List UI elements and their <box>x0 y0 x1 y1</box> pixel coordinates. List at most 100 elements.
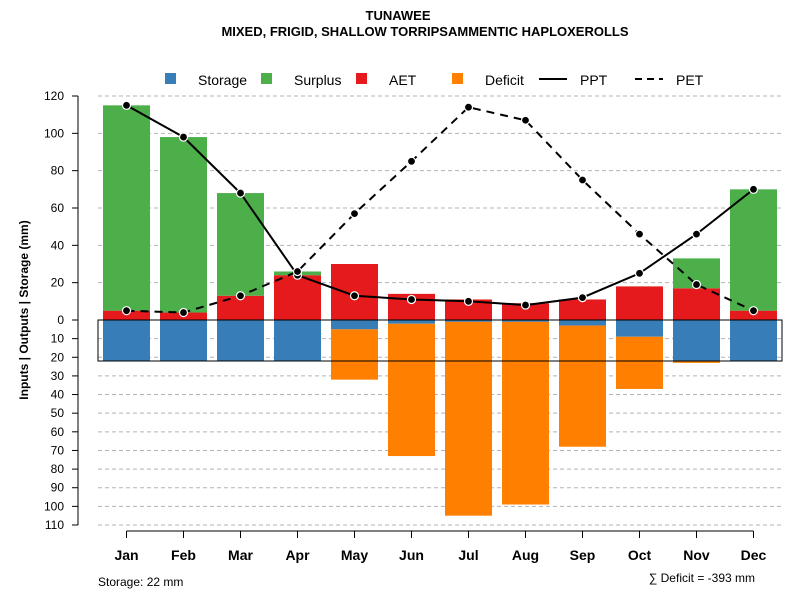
y-tick-label: 70 <box>51 443 65 457</box>
chart-subtitle: MIXED, FRIGID, SHALLOW TORRIPSAMMENTIC H… <box>221 24 628 39</box>
y-tick-label: 110 <box>45 518 64 532</box>
x-tick-label-oct: Oct <box>628 547 652 563</box>
bar-storage-dec <box>730 320 777 361</box>
axes: 0 20 40 60 80 100 120 10 20 30 40 50 60 70 80 90 100 110 J… <box>44 89 767 563</box>
x-tick-label-apr: Apr <box>285 547 310 563</box>
deficit-note: ∑ Deficit = -393 mm <box>649 571 755 585</box>
point-ppt-dec <box>748 184 759 194</box>
legend-swatch-aet <box>356 73 367 84</box>
x-tick-label-dec: Dec <box>741 547 767 563</box>
bar-deficit-may <box>331 329 378 380</box>
bar-storage-nov <box>673 320 720 361</box>
legend: Storage Surplus AET Deficit PPT PET <box>165 72 704 88</box>
x-tick-label-aug: Aug <box>512 547 539 563</box>
bar-storage-jun <box>388 320 435 324</box>
series-lines <box>121 100 759 318</box>
bar-aet-oct <box>616 286 663 320</box>
point-ppt-oct <box>634 268 645 278</box>
x-tick-label-sep: Sep <box>570 547 596 563</box>
bar-storage-apr <box>274 320 321 361</box>
y-tick-label: 100 <box>44 126 64 140</box>
bar-deficit-sep <box>559 325 606 447</box>
x-tick-label-nov: Nov <box>683 547 710 563</box>
storage-capacity-box <box>97 319 783 362</box>
y-tick-label: 100 <box>44 499 64 513</box>
point-ppt-nov <box>691 229 702 239</box>
x-tick-label-jun: Jun <box>399 547 424 563</box>
point-pet-mar <box>235 291 246 301</box>
x-tick-label-may: May <box>341 547 368 563</box>
bar-aet-apr <box>274 275 321 320</box>
bar-storage-may <box>331 320 378 330</box>
y-tick-label: 90 <box>51 481 65 495</box>
x-tick-label-mar: Mar <box>228 547 253 563</box>
legend-swatch-storage <box>165 73 176 84</box>
y-tick-label: 20 <box>51 276 65 290</box>
bar-deficit-jun <box>388 323 435 457</box>
bars <box>97 105 783 516</box>
bar-deficit-jul <box>445 321 492 516</box>
point-ppt-mar <box>235 188 246 198</box>
bar-storage-oct <box>616 320 663 337</box>
bar-deficit-nov <box>673 361 720 363</box>
y-tick-label: 40 <box>51 238 65 252</box>
point-ppt-sep <box>577 293 588 303</box>
x-tick-label-feb: Feb <box>171 547 196 563</box>
y-tick-label: 120 <box>44 89 64 103</box>
y-tick-label: 60 <box>51 201 65 215</box>
point-pet-jan <box>121 306 132 316</box>
y-tick-label: 0 <box>57 313 64 327</box>
y-tick-label: 80 <box>51 462 65 476</box>
point-pet-apr <box>292 266 303 277</box>
chart-title: TUNAWEE <box>366 8 431 23</box>
y-tick-label: 50 <box>51 406 65 420</box>
legend-label-surplus: Surplus <box>294 72 341 88</box>
y-tick-label: 10 <box>51 332 65 346</box>
x-tick-label-jan: Jan <box>114 547 138 563</box>
bar-aet-sep <box>559 299 606 320</box>
point-pet-feb <box>178 307 189 318</box>
bar-aet-jan <box>103 310 150 320</box>
storage-note: Storage: 22 mm <box>98 575 183 589</box>
x-tick-label-jul: Jul <box>458 547 478 563</box>
point-ppt-may <box>349 291 360 301</box>
y-tick-label: 40 <box>51 388 65 402</box>
bar-aet-nov <box>673 288 720 320</box>
point-pet-oct <box>634 229 645 239</box>
legend-swatch-surplus <box>261 73 272 84</box>
point-pet-jul <box>463 102 474 112</box>
point-ppt-jun <box>406 294 417 305</box>
line-ppt <box>126 104 755 307</box>
bar-aet-jul <box>445 299 492 320</box>
legend-swatch-deficit <box>452 73 463 84</box>
bar-aet-dec <box>730 310 777 320</box>
bar-storage-feb <box>160 320 207 361</box>
y-tick-label: 80 <box>51 164 65 178</box>
bar-storage-jul <box>445 320 492 322</box>
point-pet-aug <box>520 115 531 125</box>
y-axis-label: Inputs | Outputs | Storage (mm) <box>17 220 31 399</box>
point-pet-sep <box>577 175 588 185</box>
legend-label-ppt: PPT <box>580 72 608 88</box>
gridlines <box>98 95 782 526</box>
bar-storage-mar <box>217 320 264 361</box>
y-tick-label: 20 <box>51 350 65 364</box>
bar-aet-aug <box>502 303 549 320</box>
legend-label-deficit: Deficit <box>485 72 524 88</box>
bar-deficit-aug <box>502 321 549 505</box>
point-pet-nov <box>691 279 702 290</box>
point-pet-may <box>349 209 360 219</box>
point-pet-jun <box>406 156 417 166</box>
bar-deficit-oct <box>616 336 663 389</box>
point-pet-dec <box>748 306 759 316</box>
bar-storage-aug <box>502 320 549 322</box>
bar-surplus-jan <box>103 105 150 311</box>
point-ppt-aug <box>520 300 531 310</box>
bar-surplus-dec <box>730 189 777 311</box>
line-pet <box>126 106 754 314</box>
point-ppt-feb <box>178 132 189 142</box>
bar-storage-jan <box>103 320 150 361</box>
legend-label-pet: PET <box>676 72 704 88</box>
bar-storage-sep <box>559 320 606 326</box>
